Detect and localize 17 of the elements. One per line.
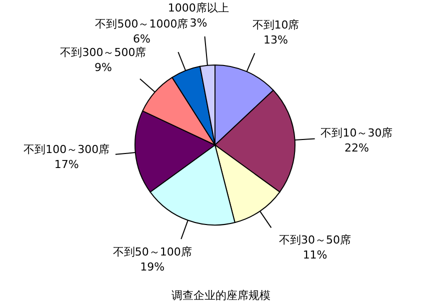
data-label: 11% [302, 248, 328, 262]
slice-label: 不到30～50席 [279, 234, 352, 247]
slice-label: 不到10席 [252, 18, 300, 32]
data-label: 19% [140, 260, 165, 274]
data-label: 6% [133, 32, 150, 46]
data-label: 3% [190, 16, 208, 30]
slice-label: 不到100～300席 [24, 142, 110, 156]
slice-label: 不到300～500席 [60, 46, 146, 59]
slice-label: 不到500～1000席 [95, 17, 188, 30]
data-label: 17% [54, 158, 79, 171]
slice-label: 1000席以上 [168, 2, 229, 15]
data-label: 9% [94, 60, 112, 74]
slice-label: 不到10～30席 [320, 126, 393, 140]
data-label: 22% [344, 141, 369, 154]
data-label: 13% [264, 34, 288, 47]
text: 调查企业的座席规模 [172, 289, 270, 302]
slice-label: 不到50～100席 [112, 246, 192, 259]
